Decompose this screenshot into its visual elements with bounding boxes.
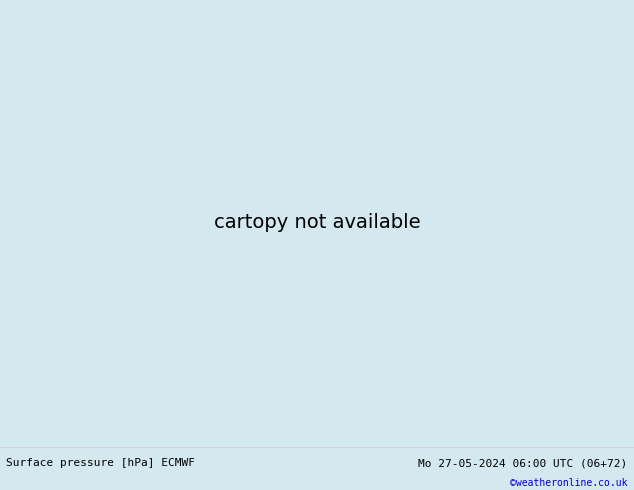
Text: Mo 27-05-2024 06:00 UTC (06+72): Mo 27-05-2024 06:00 UTC (06+72) xyxy=(418,458,628,468)
Text: cartopy not available: cartopy not available xyxy=(214,214,420,232)
Text: ©weatheronline.co.uk: ©weatheronline.co.uk xyxy=(510,478,628,488)
Text: Surface pressure [hPa] ECMWF: Surface pressure [hPa] ECMWF xyxy=(6,458,195,468)
